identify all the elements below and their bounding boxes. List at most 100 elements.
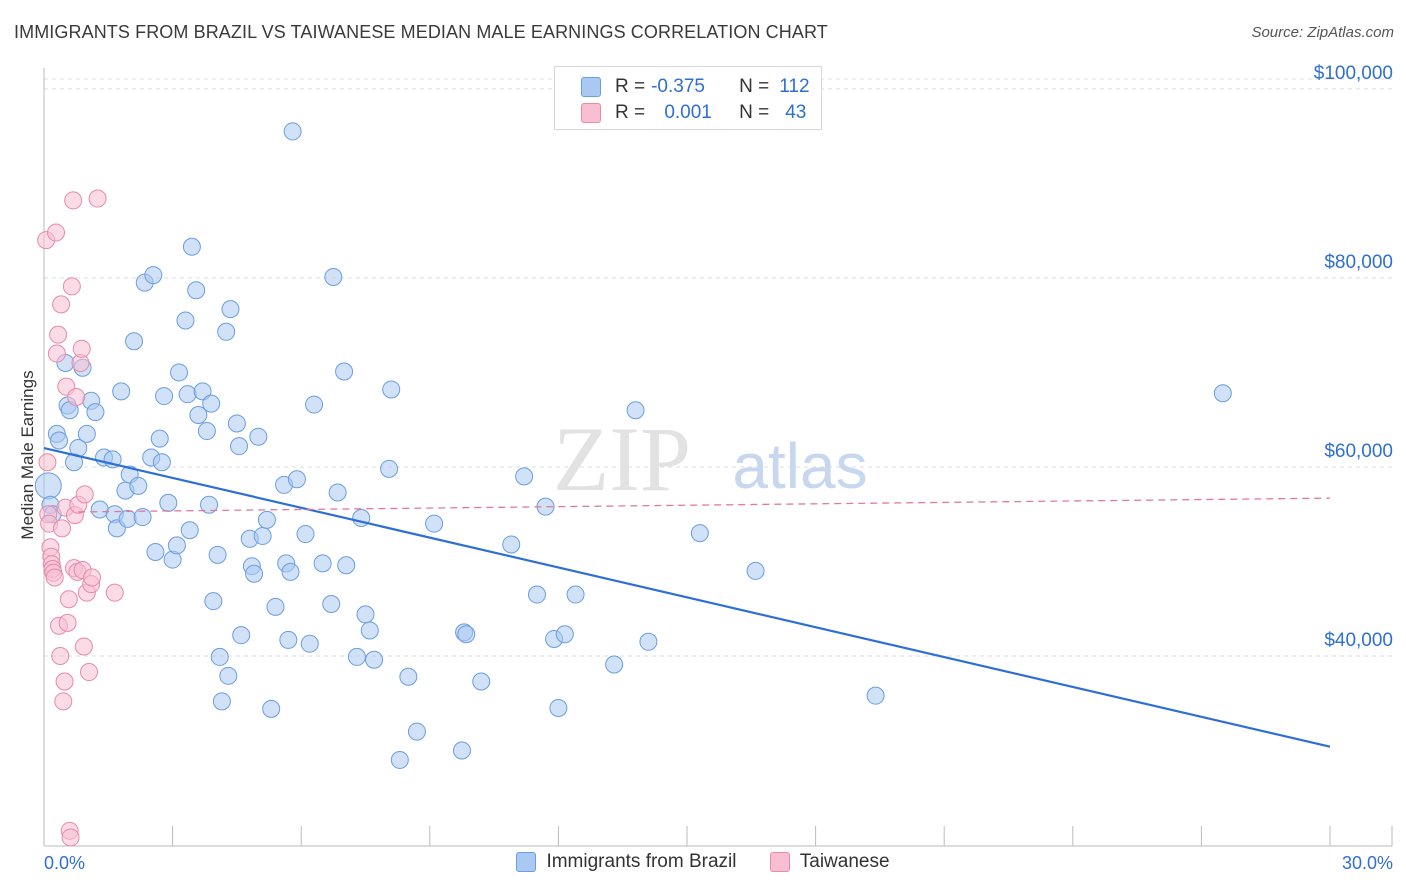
watermark-zip: ZIP: [553, 408, 691, 510]
data-point: [281, 562, 300, 581]
data-point: [55, 672, 74, 691]
data-point: [61, 828, 80, 847]
data-point: [262, 699, 281, 718]
stats-legend: R = -0.375 N = 112 R = 0.001 N = 43: [554, 66, 822, 130]
data-point: [245, 564, 264, 583]
data-point: [690, 524, 709, 543]
data-point: [112, 382, 131, 401]
data-point: [219, 666, 238, 685]
data-point: [313, 554, 332, 573]
data-point: [74, 637, 93, 656]
data-point: [380, 459, 399, 478]
y-tick-label: $80,000: [1324, 252, 1393, 273]
data-point: [189, 405, 208, 424]
r-label: R =: [615, 76, 646, 97]
data-point: [257, 510, 276, 529]
y-axis-label: Median Male Earnings: [18, 370, 37, 540]
axes: [43, 68, 1393, 847]
data-point: [249, 427, 268, 446]
data-point: [62, 277, 81, 296]
source-label: Source: ZipAtlas.com: [1251, 24, 1394, 41]
y-tick-label: $100,000: [1314, 63, 1393, 84]
data-point: [208, 545, 227, 564]
x-tick-labels: 0.0% 30.0%: [44, 853, 1393, 873]
data-point: [38, 453, 57, 472]
data-point: [232, 626, 251, 645]
data-point: [47, 223, 66, 242]
data-point: [182, 237, 201, 256]
data-point: [176, 311, 195, 330]
data-point: [305, 395, 324, 414]
brazil-swatch: [581, 77, 601, 97]
data-point: [605, 655, 624, 674]
n-label: N =: [739, 102, 770, 123]
data-point: [80, 663, 99, 682]
data-point: [58, 613, 77, 632]
data-point: [227, 414, 246, 433]
data-point: [210, 647, 229, 666]
series-brazil-points: [34, 122, 1232, 769]
data-point: [204, 592, 223, 611]
data-point: [47, 344, 66, 363]
data-point: [146, 543, 165, 562]
data-point: [170, 363, 189, 382]
stats-row-brazil: R = -0.375 N = 112: [581, 74, 810, 100]
trend-line: [78, 497, 1331, 513]
legend-item-taiwanese[interactable]: Taiwanese: [769, 851, 890, 873]
data-point: [472, 672, 491, 691]
watermark-atlas: atlas: [732, 430, 867, 502]
data-point: [390, 750, 409, 769]
data-point: [266, 597, 285, 616]
legend-item-brazil[interactable]: Immigrants from Brazil: [516, 851, 736, 873]
data-point: [1213, 384, 1232, 403]
brazil-legend-swatch: [516, 852, 537, 872]
data-point: [639, 632, 658, 651]
data-point: [178, 385, 197, 404]
data-point: [452, 741, 471, 760]
data-point: [322, 594, 341, 613]
r-value: 0.001: [664, 102, 712, 123]
data-point: [347, 647, 366, 666]
data-point: [399, 667, 418, 686]
data-point: [105, 583, 124, 602]
x-tick-label: 30.0%: [1342, 853, 1393, 873]
data-point: [866, 686, 885, 705]
data-point: [51, 646, 70, 665]
data-point: [67, 388, 86, 407]
y-tick-label: $40,000: [1324, 630, 1393, 651]
data-point: [150, 429, 169, 448]
trend-lines: [43, 446, 1331, 748]
data-point: [167, 536, 186, 555]
data-point: [180, 521, 199, 540]
data-point: [193, 382, 212, 401]
data-point: [77, 424, 96, 443]
data-point: [549, 698, 568, 717]
r-value: -0.375: [651, 76, 705, 97]
data-point: [159, 493, 178, 512]
data-point: [49, 325, 68, 344]
taiwanese-legend-swatch: [769, 852, 790, 872]
data-point: [52, 295, 71, 314]
data-point: [83, 568, 102, 587]
data-point: [360, 621, 379, 640]
data-point: [365, 650, 384, 669]
data-point: [407, 722, 426, 741]
data-point: [54, 692, 73, 711]
data-point: [300, 634, 319, 653]
data-point: [152, 453, 171, 472]
data-point: [324, 267, 343, 286]
data-point: [515, 467, 534, 486]
data-point: [50, 431, 69, 450]
data-point: [64, 191, 83, 210]
data-point: [88, 189, 107, 208]
data-point: [746, 561, 765, 580]
data-point: [129, 476, 148, 495]
data-point: [118, 509, 137, 528]
data-point: [566, 585, 585, 604]
n-label: N =: [739, 76, 770, 97]
trend-line: [43, 446, 1331, 748]
data-point: [34, 472, 62, 500]
data-point: [202, 394, 221, 413]
data-point: [75, 485, 94, 504]
